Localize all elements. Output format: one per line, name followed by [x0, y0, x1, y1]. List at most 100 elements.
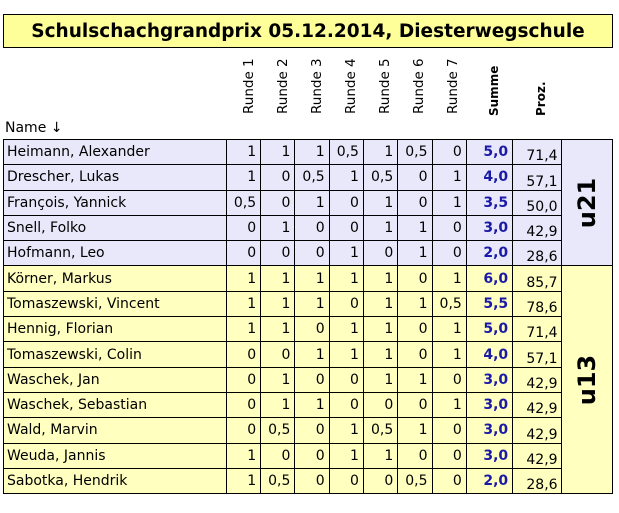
player-name: Waschek, Jan [3, 366, 227, 393]
table-row[interactable]: Tomaszewski, Vincent 1 1 1 0 1 1 0,5 5,5 78,6 [3, 290, 613, 318]
player-name: Waschek, Sebastian [3, 391, 227, 419]
round-6-header: Runde 6 [411, 58, 427, 114]
table-row[interactable]: Waschek, Sebastian 0 1 1 0 0 0 1 3,0 42,9 [3, 391, 613, 419]
round-6-score: 0,5 [397, 138, 433, 166]
round-7-score: 1 [431, 391, 467, 419]
round-7-score: 0 [431, 214, 467, 242]
round-2-score: 0 [260, 442, 296, 469]
round-4-score: 0 [328, 366, 364, 393]
round-4-score: 1 [328, 265, 364, 292]
sum-score: 3,0 [465, 214, 514, 242]
round-6-score: 0,5 [397, 467, 433, 495]
round-6-score: 1 [397, 214, 433, 242]
table-row[interactable]: François, Yannick 0,5 0 1 0 1 0 1 3,5 50,0 [3, 189, 613, 216]
sum-score: 2,0 [465, 240, 514, 267]
round-6-score: 0 [397, 316, 433, 343]
round-6-score: 1 [397, 240, 433, 267]
round-7-score: 1 [431, 189, 467, 216]
round-5-score: 1 [362, 366, 399, 393]
round-2-score: 1 [260, 265, 296, 292]
round-4-score: 0 [328, 391, 364, 419]
sum-score: 3,5 [465, 189, 514, 216]
round-1-score: 1 [225, 290, 262, 318]
round-2-score: 1 [260, 214, 296, 242]
table-row[interactable]: Sabotka, Hendrik 1 0,5 0 0 0 0,5 0 2,0 28,6 [3, 467, 613, 495]
percent-score: 57,1 [512, 341, 562, 368]
player-name: Heimann, Alexander [3, 138, 227, 166]
table-row[interactable]: Snell, Folko 0 1 0 0 1 1 0 3,0 42,9 [3, 214, 613, 242]
table-row[interactable]: Wald, Marvin 0 0,5 0 1 0,5 1 0 3,0 42,9 [3, 417, 613, 444]
player-name: Körner, Markus [3, 265, 227, 292]
percent-score: 71,4 [512, 138, 562, 166]
round-3-header: Runde 3 [309, 58, 325, 114]
table-row[interactable]: Hennig, Florian 1 1 0 1 1 0 1 5,0 71,4 [3, 316, 613, 343]
sum-score: 3,0 [465, 442, 514, 469]
player-name: Wald, Marvin [3, 417, 227, 444]
round-1-score: 0 [225, 341, 262, 368]
player-name: Hennig, Florian [3, 316, 227, 343]
round-7-score: 0 [431, 366, 467, 393]
round-5-score: 1 [362, 138, 399, 166]
table-row[interactable]: Tomaszewski, Colin 0 0 1 1 1 0 1 4,0 57,1 [3, 341, 613, 368]
round-6-score: 1 [397, 417, 433, 444]
round-3-score: 1 [294, 265, 330, 292]
round-1-score: 1 [225, 138, 262, 166]
round-4-score: 1 [328, 341, 364, 368]
table-row[interactable]: Waschek, Jan 0 1 0 0 1 1 0 3,0 42,9 [3, 366, 613, 393]
table-row[interactable]: Drescher, Lukas 1 0 0,5 1 0,5 0 1 4,0 57,1 [3, 164, 613, 191]
round-3-score: 0 [294, 467, 330, 495]
round-3-score: 0 [294, 417, 330, 444]
round-5-score: 1 [362, 265, 399, 292]
player-name: Tomaszewski, Vincent [3, 290, 227, 318]
round-5-header: Runde 5 [377, 58, 393, 114]
percent-score: 42,9 [512, 366, 562, 393]
round-1-header: Runde 1 [241, 58, 257, 114]
round-7-score: 0 [431, 417, 467, 444]
round-2-score: 1 [260, 138, 296, 166]
round-2-score: 1 [260, 391, 296, 419]
percent-score: 42,9 [512, 442, 562, 469]
round-2-score: 0 [260, 240, 296, 267]
name-column-header[interactable]: Name ↓ [5, 120, 63, 136]
round-1-score: 1 [225, 316, 262, 343]
round-1-score: 0,5 [225, 189, 262, 216]
round-1-score: 1 [225, 467, 262, 495]
round-3-score: 0,5 [294, 164, 330, 191]
round-3-score: 0 [294, 316, 330, 343]
table-row[interactable]: Hofmann, Leo 0 0 0 1 0 1 0 2,0 28,6 [3, 240, 613, 267]
sum-score: 4,0 [465, 341, 514, 368]
round-1-score: 0 [225, 240, 262, 267]
round-5-score: 1 [362, 316, 399, 343]
sum-score: 5,5 [465, 290, 514, 318]
percent-score: 85,7 [512, 265, 562, 292]
percent-header: Proz. [534, 81, 548, 117]
sum-score: 3,0 [465, 417, 514, 444]
percent-score: 42,9 [512, 214, 562, 242]
percent-score: 50,0 [512, 189, 562, 216]
round-3-score: 0 [294, 442, 330, 469]
round-5-score: 1 [362, 290, 399, 318]
round-7-header: Runde 7 [445, 58, 461, 114]
title-text: Schulschachgrandprix 05.12.2014, Diester… [31, 20, 585, 42]
sum-score: 5,0 [465, 138, 514, 166]
round-2-score: 1 [260, 316, 296, 343]
table-row[interactable]: Weuda, Jannis 1 0 0 1 1 0 0 3,0 42,9 [3, 442, 613, 469]
group-label-u13: u13 [560, 265, 614, 495]
round-3-score: 1 [294, 138, 330, 166]
group-label-u21: u21 [560, 138, 614, 267]
round-6-score: 0 [397, 164, 433, 191]
percent-score: 42,9 [512, 391, 562, 419]
sum-score: 3,0 [465, 366, 514, 393]
round-7-score: 0 [431, 442, 467, 469]
round-4-score: 0 [328, 189, 364, 216]
player-name: Snell, Folko [3, 214, 227, 242]
group-label-text: u21 [572, 177, 601, 228]
player-name: Hofmann, Leo [3, 240, 227, 267]
round-1-score: 0 [225, 366, 262, 393]
table-row[interactable]: Heimann, Alexander 1 1 1 0,5 1 0,5 0 5,0 71,4 u21 [3, 138, 614, 267]
round-3-score: 1 [294, 391, 330, 419]
round-4-score: 0 [328, 214, 364, 242]
player-name: Drescher, Lukas [3, 164, 227, 191]
percent-score: 28,6 [512, 467, 562, 495]
table-row[interactable]: Körner, Markus 1 1 1 1 1 0 1 6,0 85,7 u13 [3, 265, 614, 495]
